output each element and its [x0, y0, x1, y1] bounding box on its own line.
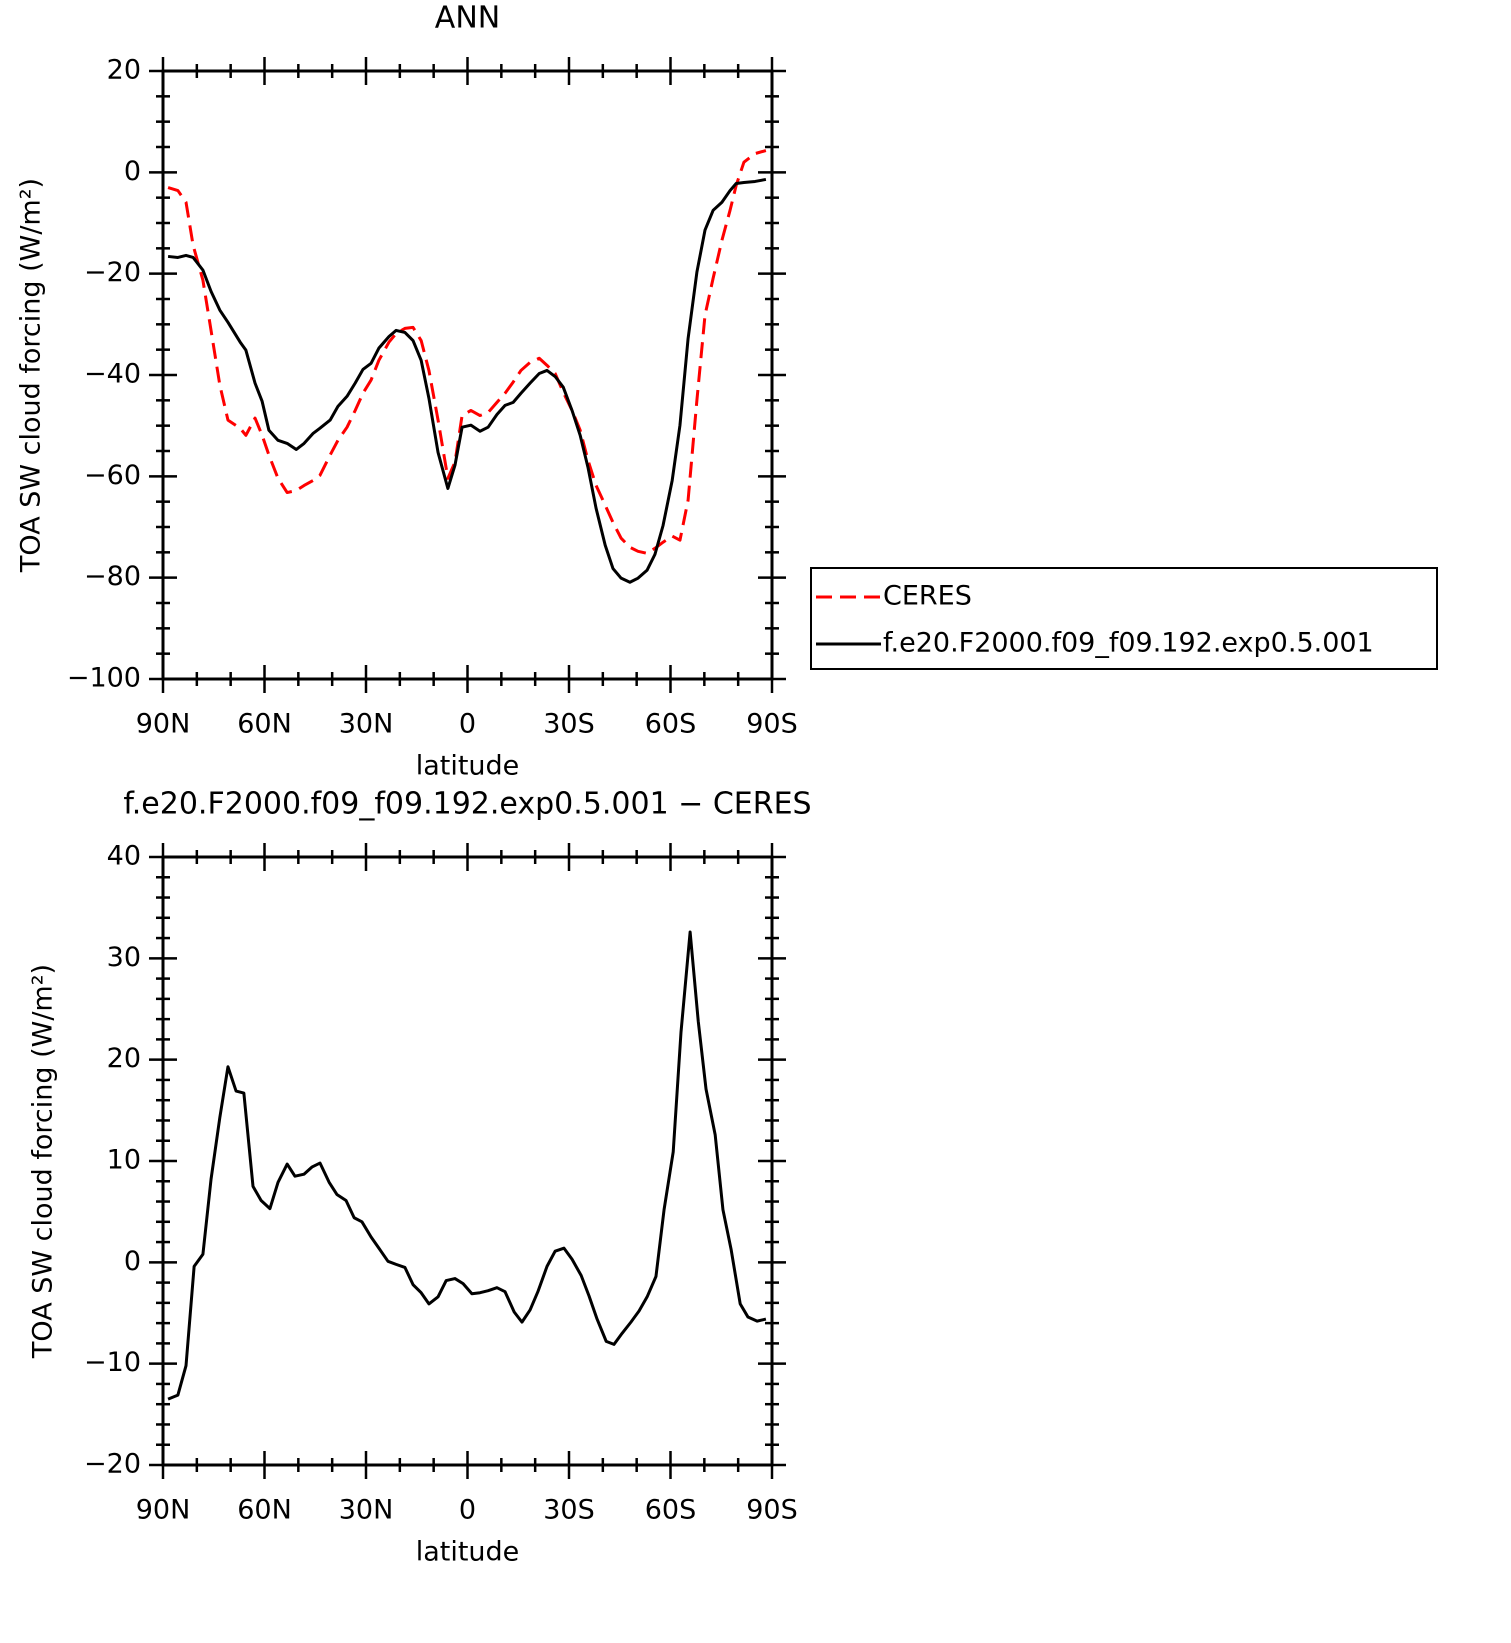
chart-title: ANN [435, 1, 500, 36]
x-tick-label: 60N [237, 709, 292, 740]
plot-frame [161, 69, 774, 681]
y-tick-label: −100 [67, 663, 141, 694]
y-tick-label: 20 [107, 55, 141, 86]
y-tick-label: −60 [84, 460, 141, 491]
x-axis-label: latitude [416, 751, 520, 782]
y-tick-label: −40 [84, 359, 141, 390]
y-axis-label: TOA SW cloud forcing (W/m²) [28, 964, 59, 1359]
x-tick-label: 90S [746, 709, 798, 740]
y-tick-label: 40 [107, 841, 141, 872]
x-tick-label: 0 [459, 709, 476, 740]
data-line [167, 930, 767, 1401]
y-tick-label: 0 [124, 1246, 141, 1277]
legend-box [810, 567, 1438, 670]
y-tick-label: 10 [107, 1145, 141, 1176]
x-tick-label: 30N [339, 709, 394, 740]
x-tick-label: 90S [746, 1495, 798, 1526]
x-tick-label: 60S [645, 709, 697, 740]
y-tick-label: 20 [107, 1043, 141, 1074]
y-axis-label: TOA SW cloud forcing (W/m²) [16, 178, 47, 573]
data-line [167, 149, 767, 555]
y-tick-label: 0 [124, 156, 141, 187]
x-axis-label: latitude [416, 1537, 520, 1568]
y-tick-label: −10 [84, 1347, 141, 1378]
x-tick-label: 90N [136, 709, 191, 740]
plot-frame [161, 855, 774, 1467]
x-tick-label: 30S [543, 709, 595, 740]
y-tick-label: −80 [84, 561, 141, 592]
x-tick-label: 90N [136, 1495, 191, 1526]
y-tick-label: −20 [84, 257, 141, 288]
x-tick-label: 60S [645, 1495, 697, 1526]
data-line [167, 177, 767, 584]
y-tick-label: 30 [107, 942, 141, 973]
legend-label: CERES [883, 581, 972, 612]
x-tick-label: 30S [543, 1495, 595, 1526]
x-tick-label: 30N [339, 1495, 394, 1526]
x-tick-label: 0 [459, 1495, 476, 1526]
chart-title: f.e20.F2000.f09_f09.192.exp0.5.001 − CER… [123, 787, 811, 822]
x-tick-label: 60N [237, 1495, 292, 1526]
y-tick-label: −20 [84, 1449, 141, 1480]
legend-label: f.e20.F2000.f09_f09.192.exp0.5.001 [883, 628, 1374, 659]
